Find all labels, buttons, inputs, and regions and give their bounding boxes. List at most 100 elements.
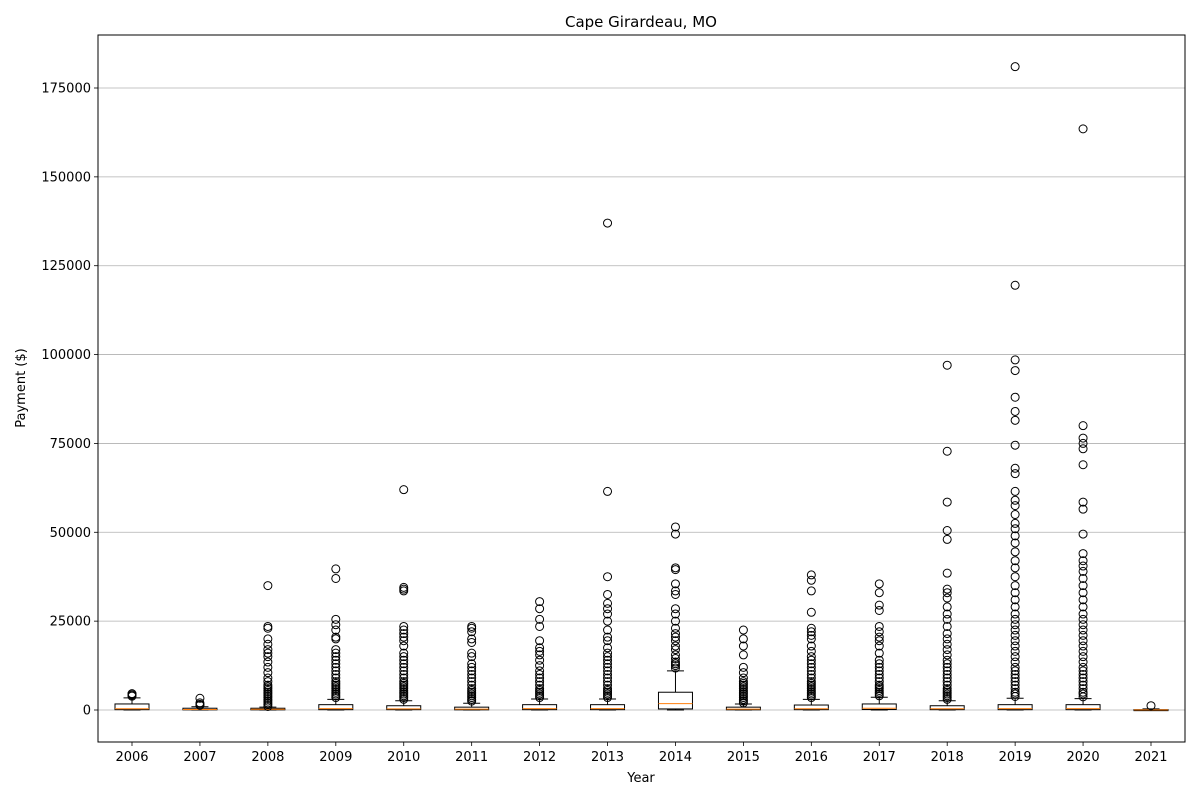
outlier-point xyxy=(467,648,477,658)
outlier-point xyxy=(467,677,477,687)
outlier-point xyxy=(1078,657,1088,667)
outlier-point xyxy=(738,625,748,635)
box-group-2018 xyxy=(929,360,965,711)
outlier-point xyxy=(1010,524,1020,534)
outlier-point xyxy=(738,673,748,683)
outlier-point xyxy=(603,625,613,635)
outlier-point xyxy=(1010,630,1020,640)
outlier-point xyxy=(603,669,613,679)
outlier-point xyxy=(874,636,884,646)
box-group-2019 xyxy=(997,62,1033,711)
box xyxy=(657,691,693,710)
outlier-point xyxy=(1078,636,1088,646)
outlier-point xyxy=(942,609,952,619)
x-tick-label: 2015 xyxy=(727,750,760,765)
outlier-point xyxy=(942,680,952,690)
outlier-point xyxy=(603,677,613,687)
outlier-point xyxy=(806,669,816,679)
x-tick-label: 2018 xyxy=(931,750,964,765)
outlier-point xyxy=(1078,444,1088,454)
outlier-point xyxy=(942,584,952,594)
outlier-point xyxy=(1010,669,1020,679)
outlier-point xyxy=(670,653,680,663)
outlier-point xyxy=(670,616,680,626)
outlier-point xyxy=(874,673,884,683)
x-tick-label: 2020 xyxy=(1067,750,1100,765)
outlier-point xyxy=(535,621,545,631)
outlier-point xyxy=(603,218,613,228)
box-group-2010 xyxy=(386,485,422,711)
outlier-point xyxy=(1010,415,1020,425)
outlier-point xyxy=(1078,662,1088,672)
outlier-point xyxy=(942,526,952,536)
outlier-point xyxy=(806,586,816,596)
outlier-point xyxy=(942,673,952,683)
outlier-point xyxy=(467,634,477,644)
outlier-point xyxy=(263,680,273,690)
outlier-point xyxy=(263,677,273,687)
outlier-point xyxy=(806,655,816,665)
outlier-point xyxy=(1078,609,1088,619)
outlier-point xyxy=(942,593,952,603)
outlier-point xyxy=(1010,495,1020,505)
outlier-point xyxy=(535,677,545,687)
outlier-point xyxy=(1078,687,1088,697)
outlier-point xyxy=(399,655,409,665)
box xyxy=(997,704,1033,711)
outlier-point xyxy=(603,666,613,676)
outlier-point xyxy=(670,629,680,639)
outlier-point xyxy=(399,621,409,631)
y-tick-label: 50000 xyxy=(50,526,91,541)
outlier-point xyxy=(331,666,341,676)
outlier-point xyxy=(874,655,884,665)
outlier-point xyxy=(1010,677,1020,687)
outlier-point xyxy=(1010,392,1020,402)
outlier-point xyxy=(263,645,273,655)
outlier-point xyxy=(331,662,341,672)
box xyxy=(793,704,829,711)
outlier-point xyxy=(874,579,884,589)
outlier-point xyxy=(874,632,884,642)
outlier-point xyxy=(1010,588,1020,598)
outlier-point xyxy=(1078,561,1088,571)
outlier-point xyxy=(399,648,409,658)
outlier-point xyxy=(1010,673,1020,683)
outlier-point xyxy=(806,607,816,617)
outlier-point xyxy=(1010,602,1020,612)
outlier-point xyxy=(1078,666,1088,676)
outlier-point xyxy=(1078,124,1088,134)
outlier-point xyxy=(874,662,884,672)
outlier-point xyxy=(467,684,477,694)
box-group-2021 xyxy=(1133,701,1169,712)
plot-area-frame xyxy=(97,34,1186,743)
outlier-point xyxy=(1078,573,1088,583)
outlier-point xyxy=(1078,588,1088,598)
outlier-point xyxy=(603,486,613,496)
box-group-2020 xyxy=(1065,124,1101,711)
box xyxy=(114,703,150,711)
outlier-point xyxy=(670,565,680,575)
outlier-point xyxy=(603,598,613,608)
outlier-point xyxy=(670,529,680,539)
outlier-point xyxy=(670,589,680,599)
outlier-point xyxy=(399,673,409,683)
outlier-point xyxy=(1146,701,1156,711)
outlier-point xyxy=(1010,469,1020,479)
x-tick-label: 2010 xyxy=(387,750,420,765)
outlier-point xyxy=(331,573,341,583)
outlier-point xyxy=(874,666,884,676)
outlier-point xyxy=(603,609,613,619)
outlier-point xyxy=(467,659,477,669)
x-axis: 2006 2007 2008 2009 2010 2011 2012 2013 2014 2015… xyxy=(115,742,1168,765)
outlier-point xyxy=(263,673,273,683)
outlier-point xyxy=(399,652,409,662)
outlier-point xyxy=(1010,547,1020,557)
outlier-point xyxy=(263,621,273,631)
outlier-point xyxy=(1078,602,1088,612)
outlier-point xyxy=(467,621,477,631)
outlier-point xyxy=(263,581,273,591)
outlier-point xyxy=(1010,440,1020,450)
outlier-point xyxy=(399,641,409,651)
outlier-point xyxy=(670,641,680,651)
outlier-point xyxy=(942,534,952,544)
